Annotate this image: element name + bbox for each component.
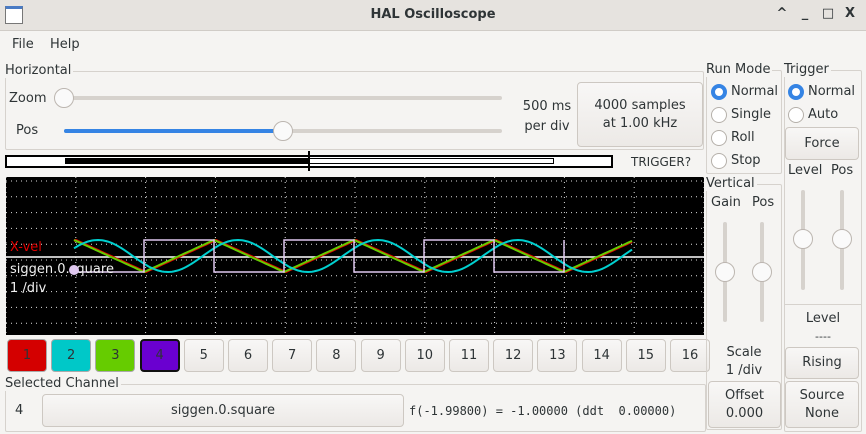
trigger-label: Trigger bbox=[784, 62, 831, 77]
trigger-pos-slider-thumb[interactable] bbox=[832, 229, 852, 249]
channel-offset-marker[interactable] bbox=[69, 265, 79, 275]
run-mode-radio-single[interactable] bbox=[711, 107, 727, 123]
trigger-source-button[interactable]: Source None bbox=[785, 381, 859, 428]
trigger-edge-button[interactable]: Rising bbox=[785, 347, 859, 379]
trigger-mode-radio-auto[interactable] bbox=[788, 107, 804, 123]
trigger-level-value: ---- bbox=[815, 330, 831, 343]
channel-button-12[interactable]: 12 bbox=[493, 339, 534, 372]
zoom-slider-thumb[interactable] bbox=[54, 88, 74, 108]
channel-button-14[interactable]: 14 bbox=[581, 339, 622, 372]
vertical-pos-slider-thumb[interactable] bbox=[752, 262, 772, 282]
channel-button-6[interactable]: 6 bbox=[228, 339, 268, 372]
run-mode-label: Run Mode bbox=[706, 62, 773, 77]
trigger-level-label: Level bbox=[788, 163, 823, 178]
channel-button-16[interactable]: 16 bbox=[670, 339, 710, 372]
gain-label: Gain bbox=[711, 195, 741, 210]
channel-button-9[interactable]: 9 bbox=[360, 339, 401, 372]
pos-slider-fill bbox=[64, 129, 283, 133]
trigger-status: TRIGGER? bbox=[631, 155, 692, 169]
title-bar: HAL Oscilloscope ^ _ □ X bbox=[0, 0, 866, 31]
vertical-pos-label: Pos bbox=[752, 195, 775, 210]
channel-source-button[interactable]: siggen.0.square bbox=[42, 394, 404, 427]
channel-button-8[interactable]: 8 bbox=[316, 339, 357, 372]
channel-button-3[interactable]: 3 bbox=[95, 339, 136, 372]
per-div-label: per div bbox=[524, 119, 570, 134]
scope-background bbox=[6, 177, 704, 335]
horizontal-frame bbox=[5, 71, 704, 150]
channel-button-11[interactable]: 11 bbox=[449, 339, 489, 372]
channel-button-13[interactable]: 13 bbox=[537, 339, 578, 372]
offset-title: Offset bbox=[724, 387, 765, 403]
minimize-icon[interactable]: _ bbox=[801, 6, 809, 21]
channel-button-5[interactable]: 5 bbox=[183, 339, 224, 372]
selected-channel-title: Selected Channel bbox=[5, 376, 121, 391]
value-readout: f(-1.99800) = -1.00000 (ddt 0.00000) bbox=[409, 404, 677, 418]
channel-name-label: X-vel bbox=[10, 240, 42, 255]
trigger-divider bbox=[785, 304, 861, 305]
trigger-source-value: None bbox=[805, 405, 839, 421]
run-mode-radio-stop[interactable] bbox=[711, 153, 727, 169]
sample-rate: at 1.00 kHz bbox=[602, 115, 678, 131]
scale-title: Scale bbox=[726, 345, 762, 360]
trigger-mode-label-normal[interactable]: Normal bbox=[808, 84, 856, 99]
scale-readout: Scale 1 /div bbox=[706, 344, 782, 380]
channel-button-10[interactable]: 10 bbox=[404, 339, 445, 372]
selected-channel-label: siggen.0.square bbox=[10, 262, 114, 277]
scale-label: 1 /div bbox=[10, 281, 47, 296]
trigger-level-slider-thumb[interactable] bbox=[793, 229, 813, 249]
run-mode-label-normal[interactable]: Normal bbox=[731, 84, 779, 99]
trace-channel-4 bbox=[74, 239, 565, 273]
selected-channel-number: 4 bbox=[15, 403, 24, 418]
close-icon[interactable]: X bbox=[844, 6, 856, 21]
zoom-slider[interactable] bbox=[64, 96, 502, 100]
zoom-label: Zoom bbox=[9, 91, 47, 106]
window-title: HAL Oscilloscope bbox=[370, 7, 496, 22]
trigger-mode-label-auto[interactable]: Auto bbox=[808, 107, 839, 122]
selected-channel-frame bbox=[5, 384, 706, 432]
record-position-bar[interactable] bbox=[5, 151, 613, 171]
samples-count: 4000 samples bbox=[594, 97, 686, 113]
trigger-mode-radio-normal[interactable] bbox=[788, 84, 804, 100]
vertical-label: Vertical bbox=[706, 176, 757, 191]
channel-button-7[interactable]: 7 bbox=[272, 339, 313, 372]
samples-button[interactable]: 4000 samples at 1.00 kHz bbox=[577, 82, 703, 147]
trace-channel-2 bbox=[73, 238, 633, 274]
menu-file[interactable]: File bbox=[12, 37, 34, 52]
channel-button-4[interactable]: 4 bbox=[139, 339, 180, 372]
run-mode-radio-normal[interactable] bbox=[711, 84, 727, 100]
channel-button-1[interactable]: 1 bbox=[7, 339, 47, 372]
run-mode-radio-roll[interactable] bbox=[711, 130, 727, 146]
run-mode-label-roll[interactable]: Roll bbox=[731, 130, 755, 145]
shade-icon[interactable]: ^ bbox=[776, 6, 788, 21]
scope-display[interactable] bbox=[6, 177, 704, 335]
trigger-source-title: Source bbox=[799, 387, 845, 403]
offset-value: 0.000 bbox=[725, 405, 764, 421]
scale-value: 1 /div bbox=[725, 363, 763, 378]
time-per-div: 500 ms bbox=[522, 99, 572, 114]
force-button[interactable]: Force bbox=[785, 127, 859, 160]
gain-slider-thumb[interactable] bbox=[715, 262, 735, 282]
menu-help[interactable]: Help bbox=[50, 37, 80, 52]
trigger-level-title: Level bbox=[805, 311, 841, 326]
run-mode-label-single[interactable]: Single bbox=[731, 107, 771, 122]
pos-label: Pos bbox=[16, 123, 39, 138]
app-icon bbox=[5, 6, 23, 24]
time-scale-readout: 500 ms per div bbox=[522, 97, 572, 137]
offset-button[interactable]: Offset 0.000 bbox=[708, 381, 781, 428]
trigger-level-readout: Level ---- bbox=[784, 310, 862, 346]
horizontal-label: Horizontal bbox=[5, 63, 74, 78]
trigger-pos-label: Pos bbox=[831, 163, 854, 178]
channel-button-2[interactable]: 2 bbox=[51, 339, 92, 372]
pos-slider-thumb[interactable] bbox=[273, 121, 293, 141]
run-mode-label-stop[interactable]: Stop bbox=[731, 153, 761, 168]
channel-button-15[interactable]: 15 bbox=[625, 339, 666, 372]
maximize-icon[interactable]: □ bbox=[821, 6, 835, 21]
